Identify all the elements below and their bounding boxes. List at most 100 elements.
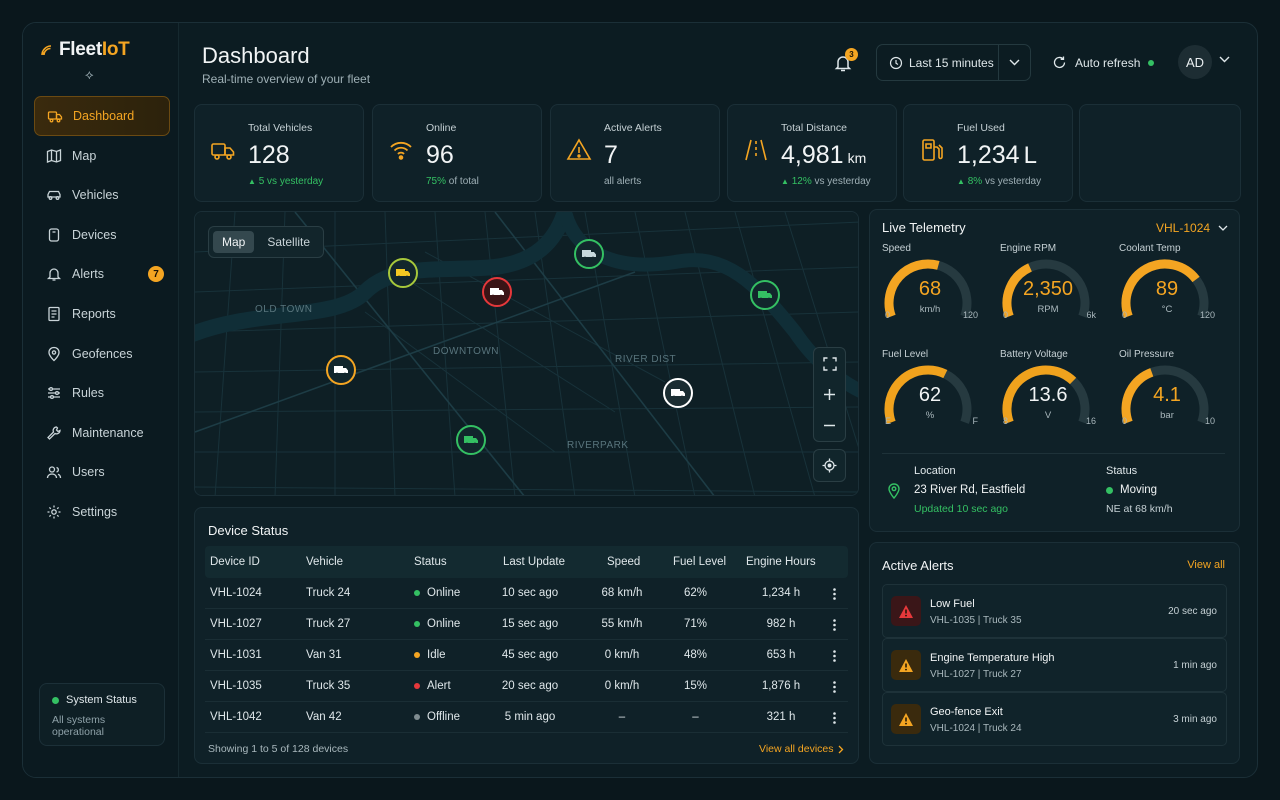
table-row[interactable]: VHL-1027 Truck 27 Online 15 sec ago 55 km/h 7… xyxy=(205,609,848,640)
map-view-toggle[interactable]: Map Satellite xyxy=(208,226,324,258)
gauge-engine-rpm: Engine RPM 2,350 RPM 0 6k xyxy=(1000,243,1110,343)
sidebar-item-label: Alerts xyxy=(72,267,104,282)
sidebar-item-map[interactable]: Map xyxy=(34,136,170,176)
alert-item[interactable]: Geo-fence Exit VHL-1024 | Truck 24 3 min a… xyxy=(882,692,1227,746)
status-text: Offline xyxy=(427,711,461,723)
table-cell: 1,876 h xyxy=(761,680,801,692)
truck-icon xyxy=(396,269,410,279)
table-cell: 20 sec ago xyxy=(501,680,559,692)
fullscreen-button[interactable] xyxy=(814,348,845,379)
zoom-in-button[interactable] xyxy=(814,379,845,410)
signal-icon xyxy=(41,45,52,56)
table-cell: 0 km/h xyxy=(604,649,640,661)
vehicle-marker-alert[interactable] xyxy=(482,277,512,307)
fleet-map[interactable]: Map Satellite DOWNTOWN RIVER DIST RIVERP… xyxy=(194,211,859,496)
report-icon xyxy=(46,306,62,322)
gauge-label: Fuel Level xyxy=(882,349,929,360)
table-row[interactable]: VHL-1042 Van 42 Offline 5 min ago – – 321 h xyxy=(205,702,848,733)
gauge-min: 0 xyxy=(1122,416,1128,426)
view-all-devices-link[interactable]: View all devices xyxy=(759,743,844,755)
stat-value: 1,234 L xyxy=(957,141,1037,169)
system-status-title: System Status xyxy=(52,694,152,706)
vehicle-status-text: Moving xyxy=(1120,484,1158,496)
gauge-unit: % xyxy=(925,410,935,421)
row-menu-icon[interactable] xyxy=(833,649,836,667)
gauge-fill xyxy=(884,259,940,318)
stat-label: Total Vehicles xyxy=(248,122,313,134)
map-view-option-map[interactable]: Map xyxy=(213,231,255,253)
chevron-down-icon[interactable] xyxy=(1219,56,1230,63)
locate-button[interactable] xyxy=(813,449,846,482)
gauge-fill xyxy=(1121,259,1200,318)
sidebar-item-dashboard[interactable]: Dashboard xyxy=(34,96,170,136)
table-row[interactable]: VHL-1024 Truck 24 Online 10 sec ago 68 km/h 6… xyxy=(205,578,848,609)
column-header[interactable]: Device ID xyxy=(210,556,260,568)
sidebar-item-rules[interactable]: Rules xyxy=(34,373,170,413)
device-status-panel: Device Status Device ID Vehicle Status L… xyxy=(194,507,859,764)
vehicle-select[interactable]: VHL-1024 xyxy=(1156,221,1228,235)
warning-icon xyxy=(566,138,592,160)
table-row[interactable]: VHL-1035 Truck 35 Alert 20 sec ago 0 km/h 15%… xyxy=(205,671,848,702)
table-cell: VHL-1024 xyxy=(210,587,262,599)
view-all-alerts-link[interactable]: View all xyxy=(1187,559,1225,571)
map-view-option-satellite[interactable]: Satellite xyxy=(267,235,311,249)
status-text: Idle xyxy=(427,649,446,661)
table-cell: 653 h xyxy=(766,649,796,661)
row-menu-icon[interactable] xyxy=(833,711,836,729)
table-cell: 71% xyxy=(683,618,708,630)
column-header[interactable]: Speed xyxy=(607,556,641,568)
sidebar-item-maintenance[interactable]: Maintenance xyxy=(34,413,170,453)
column-header[interactable]: Fuel Level xyxy=(673,556,727,568)
vehicle-marker-selected[interactable] xyxy=(663,378,693,408)
fuel-pump-icon xyxy=(922,139,943,161)
alert-item[interactable]: Engine Temperature High VHL-1027 | Truck … xyxy=(882,638,1227,692)
system-status-card: System Status All systems operational xyxy=(39,683,165,746)
time-range-select[interactable]: Last 15 minutes xyxy=(876,44,1031,81)
column-header[interactable]: Last Update xyxy=(503,556,566,568)
table-cell: Offline xyxy=(414,711,460,723)
vehicle-marker[interactable] xyxy=(326,355,356,385)
row-menu-icon[interactable] xyxy=(833,618,836,636)
table-row[interactable]: VHL-1031 Van 31 Idle 45 sec ago 0 km/h 48% 653… xyxy=(205,640,848,671)
truck-icon xyxy=(464,436,478,446)
truck-icon xyxy=(671,389,685,399)
row-menu-icon[interactable] xyxy=(833,587,836,605)
location-value: 23 River Rd, Eastfield xyxy=(914,484,1026,496)
table-cell: Idle xyxy=(414,649,446,661)
map-label-downtown: DOWNTOWN xyxy=(433,346,500,357)
gauge-min: E xyxy=(885,416,892,426)
table-cell: Alert xyxy=(414,680,451,692)
vehicle-marker[interactable] xyxy=(574,239,604,269)
page-title: Dashboard xyxy=(202,43,310,68)
logo[interactable]: FleetIoT xyxy=(39,39,130,61)
sidebar-item-devices[interactable]: Devices xyxy=(34,215,170,255)
zoom-out-button[interactable] xyxy=(814,410,845,441)
bell-icon xyxy=(46,266,62,282)
sidebar-item-users[interactable]: Users xyxy=(34,452,170,492)
sidebar-item-alerts[interactable]: Alerts 7 xyxy=(34,254,170,294)
auto-refresh-toggle[interactable]: Auto refresh xyxy=(1052,55,1155,70)
gauge-dial xyxy=(1121,365,1209,424)
time-range-dropdown[interactable] xyxy=(999,59,1030,66)
vehicle-marker[interactable] xyxy=(456,425,486,455)
sidebar-item-vehicles[interactable]: Vehicles xyxy=(34,175,170,215)
vehicle-marker[interactable] xyxy=(750,280,780,310)
column-header[interactable]: Engine Hours xyxy=(746,556,816,568)
locate-control[interactable] xyxy=(814,450,845,481)
time-range-value[interactable]: Last 15 minutes xyxy=(877,45,999,80)
sidebar-item-reports[interactable]: Reports xyxy=(34,294,170,334)
brand-mark: ⟡ xyxy=(85,67,94,82)
alert-item[interactable]: Low Fuel VHL-1035 | Truck 35 20 sec ago xyxy=(882,584,1227,638)
column-header[interactable]: Status xyxy=(414,556,447,568)
vehicle-marker[interactable] xyxy=(388,258,418,288)
sidebar-item-geofences[interactable]: Geofences xyxy=(34,334,170,374)
gauge-unit: °C xyxy=(1161,304,1173,315)
sidebar-item-settings[interactable]: Settings xyxy=(34,492,170,532)
table-cell: 62% xyxy=(683,587,708,599)
row-menu-icon[interactable] xyxy=(833,680,836,698)
user-avatar[interactable]: AD xyxy=(1178,45,1212,79)
status-text: Online xyxy=(427,587,461,599)
table-cell: 15% xyxy=(683,680,708,692)
column-header[interactable]: Vehicle xyxy=(306,556,344,568)
table-cell: 48% xyxy=(683,649,708,661)
